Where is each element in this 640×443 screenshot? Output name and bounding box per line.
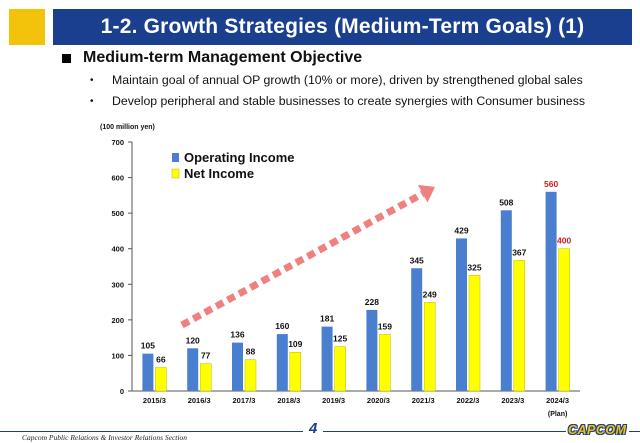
- income-bar-chart: (100 million yen) 0 100 200 300 400 500 600 700 1…: [100, 124, 580, 418]
- y-tick-label: 100: [111, 351, 124, 360]
- y-tick-label: 200: [111, 316, 124, 325]
- data-label-net-income: 109: [288, 339, 302, 349]
- data-label-net-income: 77: [201, 351, 211, 361]
- legend-label-operating-income: Operating Income: [184, 150, 295, 165]
- bullet-list: Maintain goal of annual OP growth (10% o…: [88, 70, 585, 112]
- bar-operating-income: [456, 238, 467, 391]
- legend-swatch-net-income: [171, 168, 180, 179]
- bullet-item: Develop peripheral and stable businesses…: [88, 91, 585, 112]
- data-label-operating-income: 345: [410, 255, 424, 265]
- data-label-net-income: 66: [156, 355, 166, 365]
- y-tick-label: 500: [111, 209, 124, 218]
- data-label-operating-income: 105: [141, 341, 155, 351]
- bar-operating-income: [187, 348, 199, 391]
- bar-operating-income: [142, 353, 154, 391]
- bar-net-income: [468, 275, 481, 392]
- bar-operating-income: [500, 210, 512, 391]
- x-tick-label: 2020/3: [367, 396, 390, 405]
- x-tick-label: 2018/3: [277, 396, 300, 405]
- footer-section-text: Capcom Public Relations & Investor Relat…: [22, 433, 187, 442]
- bar-operating-income: [411, 268, 423, 391]
- bar-operating-income: [545, 191, 557, 391]
- data-label-operating-income: 160: [275, 321, 289, 331]
- x-tick-label: 2019/3: [322, 396, 345, 405]
- section-heading: Medium-term Management Objective: [83, 49, 363, 66]
- y-tick-label: 400: [111, 245, 124, 254]
- data-label-operating-income: 136: [230, 330, 244, 340]
- x-tick-label: 2016/3: [188, 396, 211, 405]
- bar-net-income: [423, 302, 436, 392]
- bar-net-income: [199, 363, 212, 392]
- section-heading-row: Medium-term Management Objective: [62, 49, 362, 67]
- data-label-operating-income: 560: [544, 179, 558, 189]
- capcom-logo: CAPCOM: [566, 423, 629, 437]
- data-label-net-income: 159: [378, 321, 392, 331]
- y-tick-label: 600: [111, 174, 124, 183]
- x-tick-label: 2022/3: [457, 396, 480, 405]
- header-bar: 1-2. Growth Strategies (Medium-Term Goal…: [53, 9, 632, 45]
- y-tick-label: 300: [111, 280, 124, 289]
- data-label-operating-income: 120: [186, 335, 200, 345]
- data-label-net-income: 367: [512, 247, 526, 257]
- trend-arrow-head: [417, 184, 435, 203]
- data-label-net-income: 125: [333, 334, 347, 344]
- x-tick-label: 2015/3: [143, 396, 166, 405]
- x-tick-label: 2023/3: [501, 396, 524, 405]
- bar-net-income: [558, 248, 570, 392]
- data-label-net-income: 249: [423, 289, 437, 299]
- plan-note-label: (Plan): [548, 411, 567, 418]
- data-label-operating-income: 228: [365, 297, 379, 307]
- y-axis-unit-label: (100 million yen): [100, 124, 155, 131]
- square-bullet-icon: [62, 53, 71, 63]
- bar-operating-income: [232, 342, 243, 391]
- x-tick-label: 2017/3: [233, 396, 256, 405]
- data-label-operating-income: 508: [499, 197, 513, 207]
- y-tick-label: 0: [120, 387, 124, 396]
- page-title: 1-2. Growth Strategies (Medium-Term Goal…: [100, 15, 585, 38]
- bar-net-income: [379, 334, 391, 392]
- bar-net-income: [289, 351, 302, 392]
- x-tick-label: 2024/3: [546, 396, 569, 405]
- data-label-net-income: 400: [557, 236, 571, 246]
- bar-operating-income: [366, 309, 378, 391]
- y-tick-label: 700: [111, 138, 124, 147]
- bullet-item: Maintain goal of annual OP growth (10% o…: [88, 70, 585, 91]
- data-label-net-income: 88: [246, 347, 256, 357]
- trend-arrow-line: [180, 190, 425, 329]
- x-tick-label: 2021/3: [412, 396, 435, 405]
- page-number: 4: [303, 420, 324, 437]
- data-label-net-income: 325: [467, 262, 481, 272]
- data-label-operating-income: 429: [454, 225, 468, 235]
- bar-net-income: [155, 367, 167, 392]
- bar-operating-income: [321, 326, 333, 391]
- header-accent-square: [9, 9, 45, 45]
- bar-net-income: [244, 359, 257, 392]
- legend-swatch-operating-income: [172, 153, 179, 162]
- bar-net-income: [334, 346, 346, 392]
- bar-operating-income: [276, 334, 288, 391]
- bar-net-income: [513, 260, 526, 392]
- data-label-operating-income: 181: [320, 314, 334, 324]
- legend-label-net-income: Net Income: [184, 166, 254, 181]
